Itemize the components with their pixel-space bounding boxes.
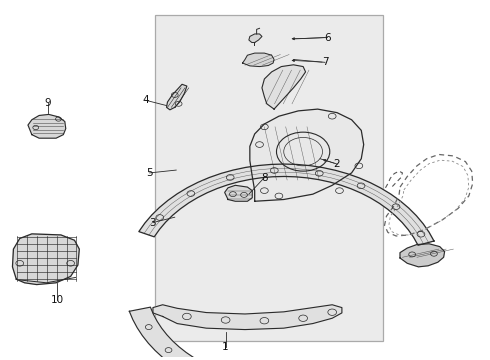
Text: 8: 8 <box>261 172 268 183</box>
Polygon shape <box>224 185 252 201</box>
Text: 5: 5 <box>146 168 153 178</box>
Polygon shape <box>167 84 187 110</box>
Polygon shape <box>400 244 444 267</box>
Polygon shape <box>139 164 434 245</box>
Polygon shape <box>262 65 306 109</box>
Bar <box>155 15 383 341</box>
Text: 7: 7 <box>321 57 328 67</box>
Polygon shape <box>153 305 342 329</box>
Polygon shape <box>243 53 274 67</box>
Polygon shape <box>250 109 364 201</box>
Text: 6: 6 <box>324 32 331 42</box>
Polygon shape <box>249 34 262 42</box>
Text: 2: 2 <box>334 159 341 169</box>
Polygon shape <box>12 234 79 284</box>
Text: 3: 3 <box>149 217 156 228</box>
Polygon shape <box>28 114 66 138</box>
Text: 4: 4 <box>143 95 149 105</box>
Text: 9: 9 <box>45 98 51 108</box>
Text: 10: 10 <box>50 295 64 305</box>
Text: 1: 1 <box>222 342 229 352</box>
Polygon shape <box>129 307 248 360</box>
